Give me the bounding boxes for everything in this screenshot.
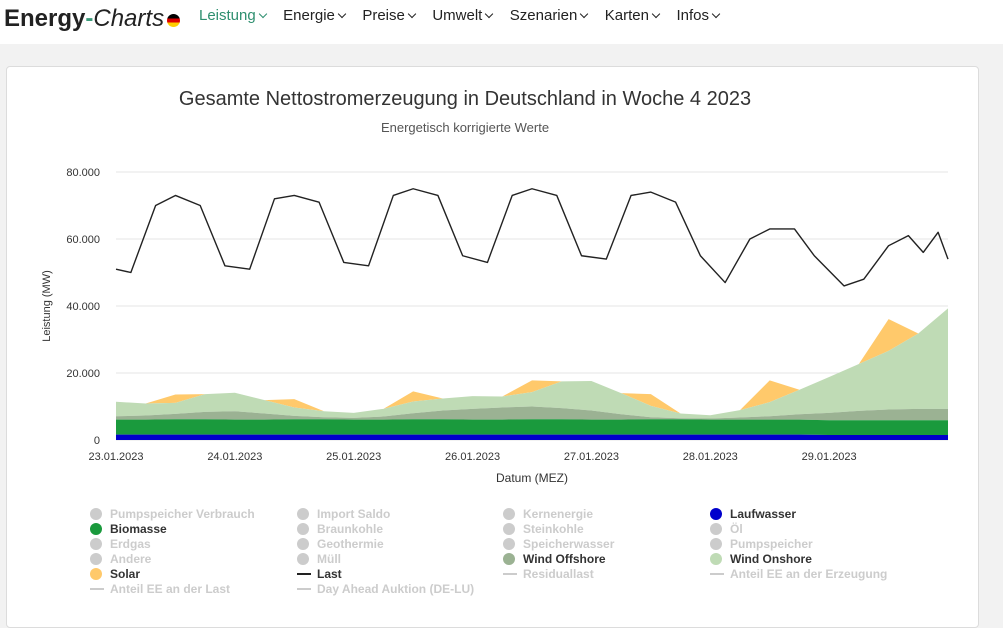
- y-tick-label: 40.000: [66, 301, 100, 313]
- nav-szenarien-label: Szenarien: [509, 7, 578, 24]
- legend-label: Solar: [110, 567, 141, 581]
- legend-line-marker: [297, 573, 311, 575]
- legend-label: Anteil EE an der Last: [110, 582, 231, 596]
- power-chart: Gesamte Nettostromerzeugung in Deutschla…: [41, 88, 949, 485]
- chart-title: Gesamte Nettostromerzeugung in Deutschla…: [179, 88, 751, 110]
- nav-leistung-label: Leistung: [199, 7, 256, 24]
- x-tick-label: 29.01.2023: [802, 451, 857, 463]
- nav-preise[interactable]: Preise: [362, 6, 417, 26]
- legend-line-marker: [710, 573, 724, 575]
- y-axis-label: Leistung (MW): [41, 270, 53, 342]
- brand-logo[interactable]: Energy-Charts: [4, 4, 181, 34]
- x-tick-label: 27.01.2023: [564, 451, 619, 463]
- x-tick-label: 25.01.2023: [326, 451, 381, 463]
- legend-label: Öl: [730, 522, 743, 536]
- nav-infos-label: Infos: [676, 7, 709, 24]
- x-axis-ticks: 23.01.2023 24.01.2023 25.01.2023 26.01.2023…: [88, 451, 856, 463]
- legend-label: Geothermie: [317, 537, 384, 551]
- nav-infos[interactable]: Infos: [676, 6, 721, 26]
- legend-dot-marker: [503, 508, 515, 520]
- legend-dot-marker: [297, 523, 309, 535]
- area-laufwasser: [116, 434, 948, 440]
- nav-karten-label: Karten: [604, 7, 649, 24]
- y-tick-label: 0: [94, 435, 100, 447]
- area-wind-onshore: [116, 308, 948, 419]
- legend-line-marker: [90, 588, 104, 590]
- legend-dot-marker: [297, 508, 309, 520]
- load-line-layer: [115, 188, 949, 287]
- legend-dot-marker: [710, 508, 722, 520]
- legend-label: Biomasse: [110, 522, 167, 536]
- legend-dot-marker: [297, 538, 309, 550]
- nav-karten[interactable]: Karten: [604, 6, 661, 26]
- legend-dot-marker: [710, 538, 722, 550]
- area-biomasse: [116, 419, 948, 435]
- area-wind-offshore: [116, 406, 948, 421]
- brand-part-energy: Energy: [4, 5, 86, 32]
- legend-label: Steinkohle: [523, 522, 584, 536]
- chart-card: [6, 66, 979, 628]
- series-line-last: [115, 188, 949, 287]
- legend-label: Anteil EE an der Erzeugung: [730, 567, 888, 581]
- legend-label: Wind Offshore: [523, 552, 606, 566]
- y-tick-label: 20.000: [66, 368, 100, 380]
- legend-label: Wind Onshore: [730, 552, 812, 566]
- legend-label: Import Saldo: [317, 507, 391, 521]
- nav-szenarien[interactable]: Szenarien: [509, 6, 589, 26]
- y-axis-ticks: 0 20.000 40.000 60.000 80.000: [66, 167, 100, 447]
- chart-subtitle: Energetisch korrigierte Werte: [381, 120, 549, 135]
- x-tick-label: 28.01.2023: [683, 451, 738, 463]
- y-tick-label: 80.000: [66, 167, 100, 179]
- legend-dot-marker: [297, 553, 309, 565]
- top-navbar: Energy-Charts Leistung Energie Preise Um…: [0, 0, 1003, 44]
- legend-label: Residuallast: [523, 567, 594, 581]
- nav-preise-label: Preise: [362, 7, 405, 24]
- legend-label: Pumpspeicher Verbrauch: [110, 507, 255, 521]
- nav-umwelt[interactable]: Umwelt: [432, 6, 494, 26]
- legend-dot-marker: [503, 523, 515, 535]
- legend-label: Andere: [110, 552, 152, 566]
- legend-label: Müll: [317, 552, 341, 566]
- legend-dot-marker: [90, 523, 102, 535]
- y-tick-label: 60.000: [66, 234, 100, 246]
- nav-leistung[interactable]: Leistung: [199, 6, 267, 26]
- legend-dot-marker: [503, 538, 515, 550]
- brand-part-dash: -: [85, 5, 94, 32]
- x-tick-label: 24.01.2023: [207, 451, 262, 463]
- legend-dot-marker: [90, 508, 102, 520]
- x-axis-label: Datum (MEZ): [496, 471, 568, 485]
- legend-label: Laufwasser: [730, 507, 797, 521]
- legend-label: Erdgas: [110, 537, 151, 551]
- legend-dot-marker: [503, 553, 515, 565]
- legend-dot-marker: [710, 553, 722, 565]
- legend-label: Last: [317, 567, 342, 581]
- x-tick-label: 23.01.2023: [88, 451, 143, 463]
- germany-flag-icon: [167, 14, 181, 27]
- brand-part-charts: Charts: [93, 5, 165, 32]
- legend-dot-marker: [90, 538, 102, 550]
- legend-line-marker: [503, 573, 517, 575]
- legend-dot-marker: [90, 553, 102, 565]
- nav-energie[interactable]: Energie: [283, 6, 347, 26]
- legend-label: Day Ahead Auktion (DE-LU): [317, 582, 475, 596]
- legend-line-marker: [297, 588, 311, 590]
- nav-energie-label: Energie: [283, 7, 335, 24]
- stacked-areas: [116, 308, 948, 440]
- legend-label: Braunkohle: [317, 522, 384, 536]
- main-nav: Leistung Energie Preise Umwelt Szenarien…: [199, 6, 732, 26]
- x-tick-label: 26.01.2023: [445, 451, 500, 463]
- legend-label: Kernenergie: [523, 507, 594, 521]
- nav-umwelt-label: Umwelt: [432, 7, 483, 24]
- legend-dot-marker: [90, 568, 102, 580]
- legend-label: Speicherwasser: [523, 537, 615, 551]
- legend-label: Pumpspeicher: [730, 537, 813, 551]
- legend-dot-marker: [710, 523, 722, 535]
